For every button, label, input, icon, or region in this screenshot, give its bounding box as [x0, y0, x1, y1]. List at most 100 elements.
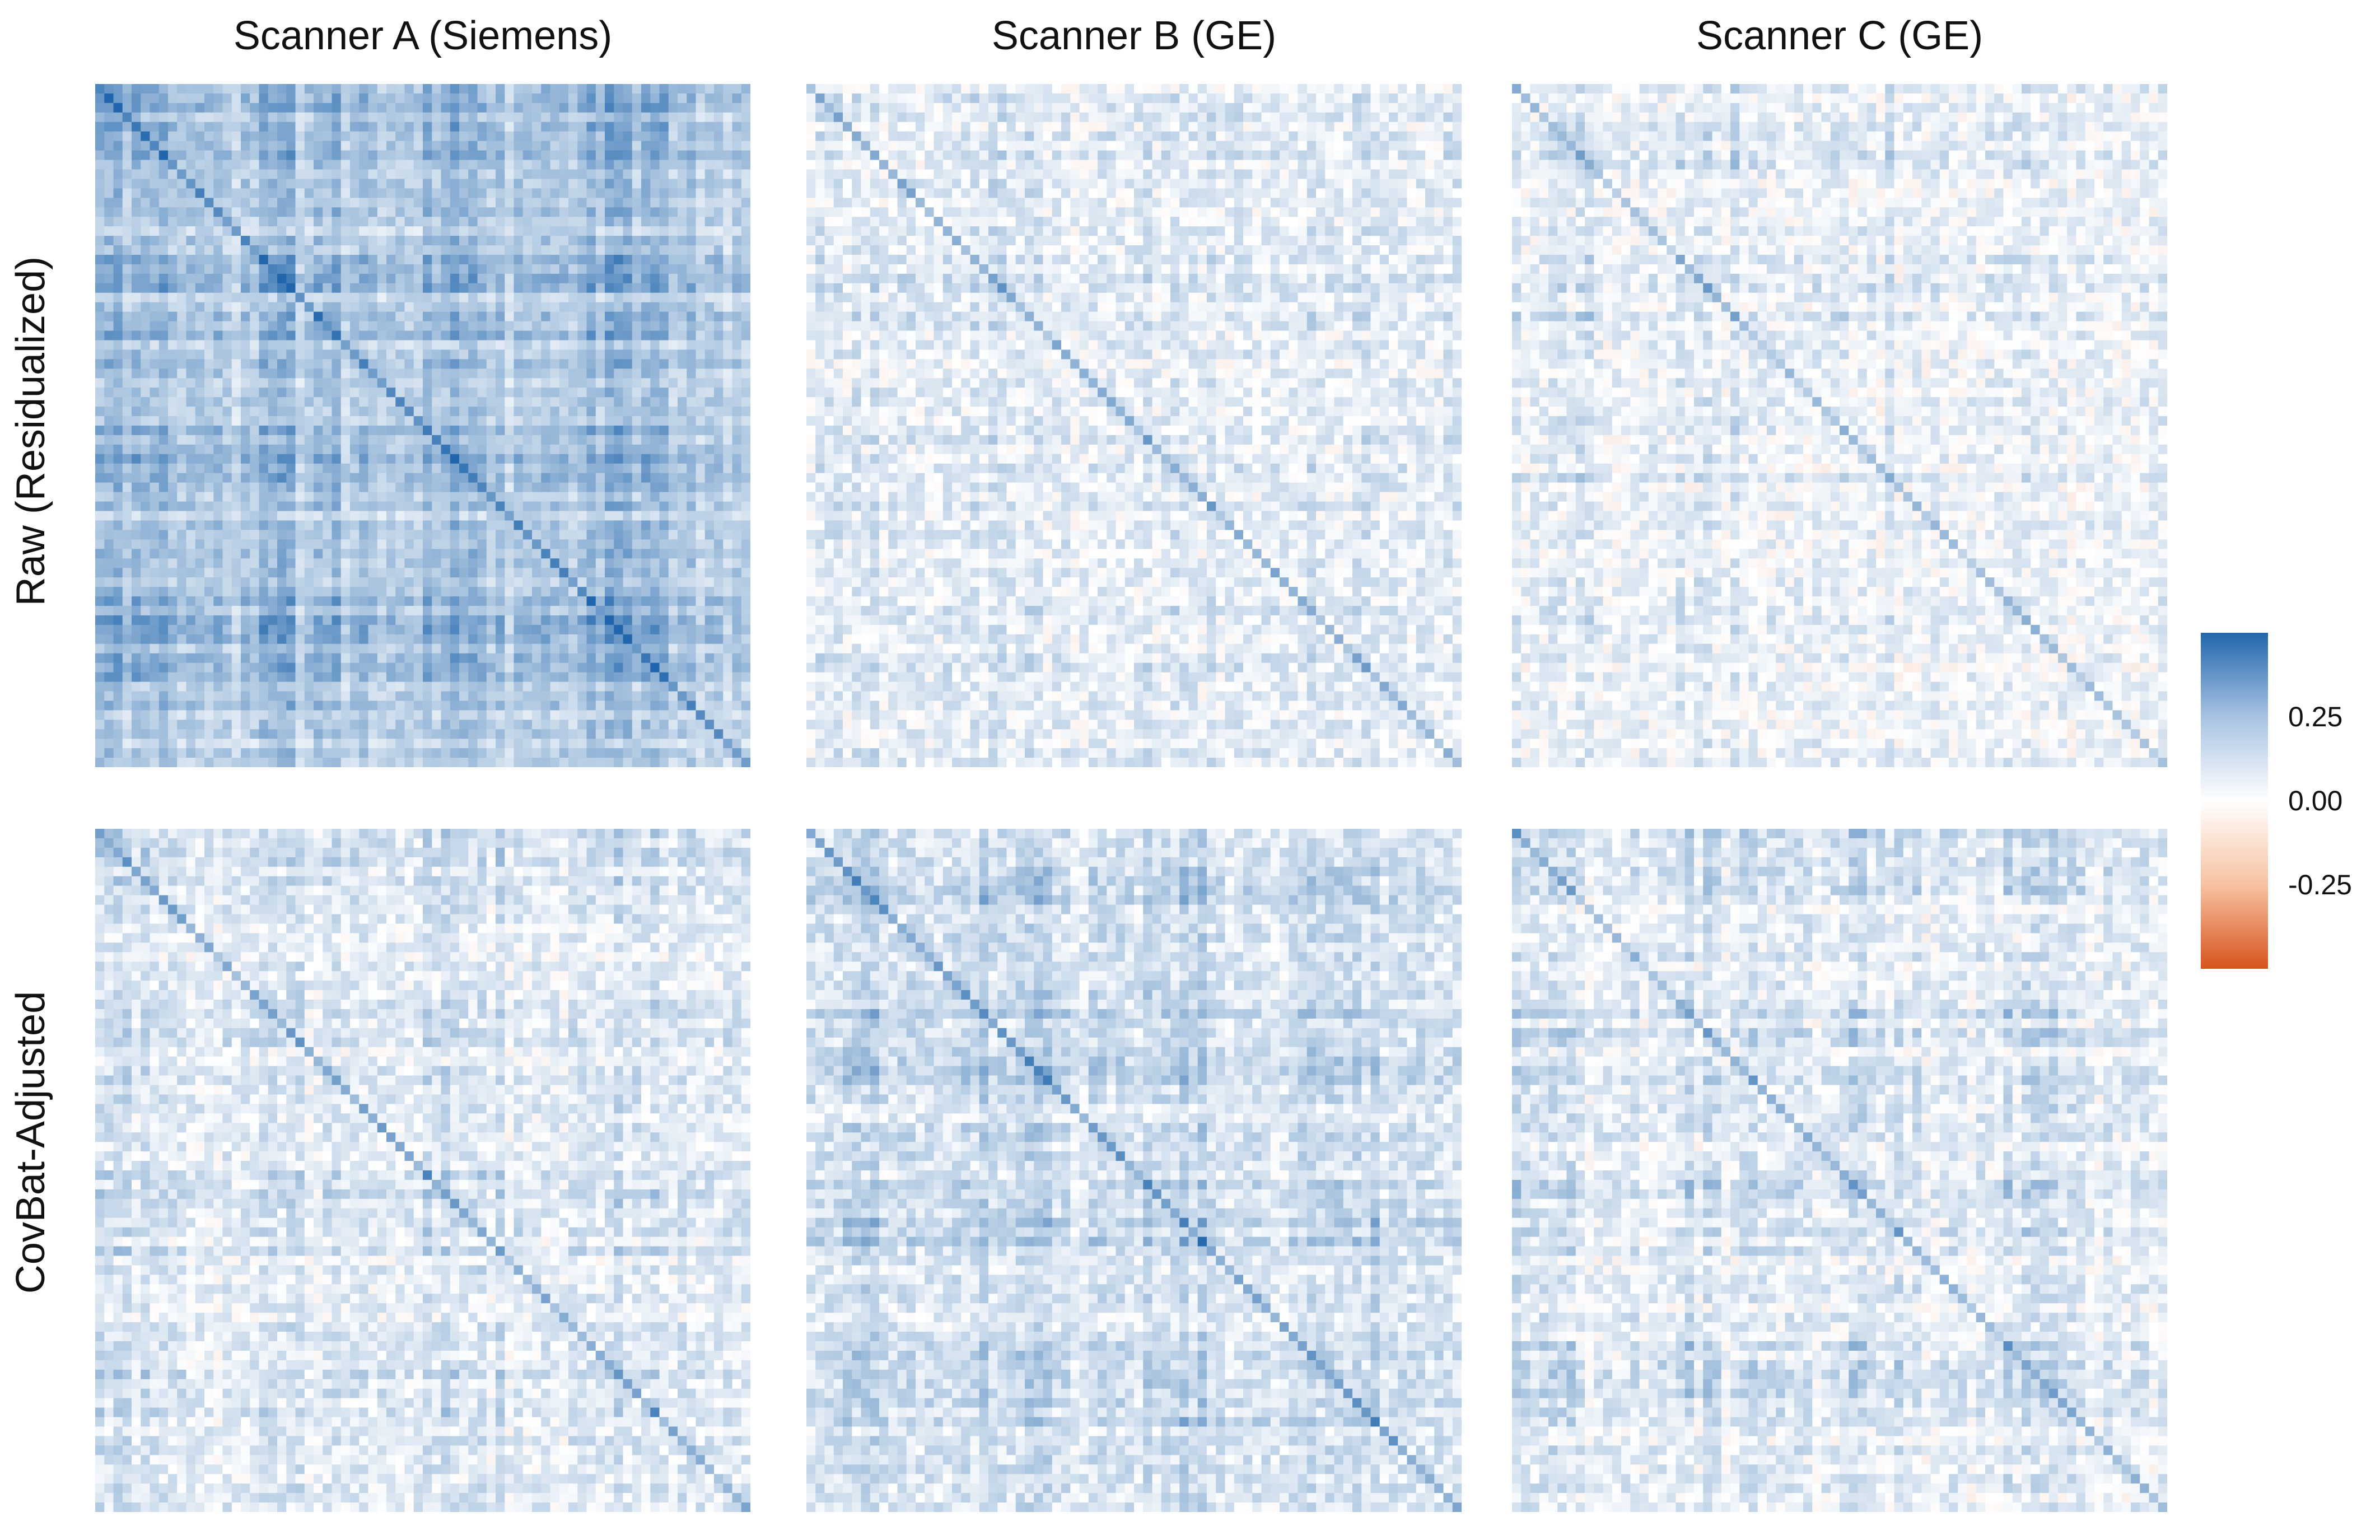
heatmap-cell: [213, 568, 223, 578]
heatmap-cell: [295, 520, 305, 530]
heatmap-cell: [231, 340, 241, 351]
heatmap-cell: [395, 501, 405, 512]
heatmap-cell: [104, 416, 114, 426]
heatmap-cell: [158, 568, 169, 578]
heatmap-cell: [314, 368, 323, 379]
heatmap-cell: [505, 160, 515, 170]
heatmap-cell: [104, 160, 114, 170]
heatmap-cell: [568, 454, 578, 464]
heatmap-cell: [204, 511, 214, 521]
heatmap-cell: [659, 217, 669, 227]
heatmap-cell: [177, 482, 187, 493]
heatmap-cell: [696, 435, 706, 445]
heatmap-cell: [550, 482, 560, 493]
heatmap-cell: [395, 701, 405, 711]
heatmap-cell: [241, 444, 250, 455]
heatmap-cell: [122, 407, 132, 417]
heatmap-cell: [704, 643, 715, 654]
heatmap-cell: [359, 634, 369, 645]
heatmap-cell: [359, 710, 369, 720]
heatmap-cell: [559, 102, 569, 113]
heatmap-cell: [177, 84, 187, 94]
heatmap-cell: [486, 577, 496, 587]
heatmap-cell: [668, 311, 678, 322]
heatmap-cell: [195, 653, 205, 664]
heatmap-cell: [259, 511, 269, 521]
heatmap-cell: [350, 473, 360, 483]
heatmap-cell: [459, 368, 469, 379]
heatmap-cell: [550, 672, 560, 683]
heatmap-cell: [141, 624, 151, 635]
heatmap-cell: [441, 179, 451, 189]
heatmap-cell: [113, 150, 123, 161]
heatmap-cell: [614, 710, 624, 720]
heatmap-cell: [213, 615, 223, 626]
heatmap-cell: [132, 217, 141, 227]
heatmap-cell: [459, 102, 469, 113]
heatmap-cell: [632, 359, 642, 369]
heatmap-cell: [413, 102, 423, 113]
heatmap-cell: [704, 236, 715, 246]
heatmap-cell: [222, 388, 232, 398]
heatmap-cell: [432, 188, 442, 198]
heatmap-cell: [250, 653, 260, 664]
heatmap-cell: [477, 662, 487, 673]
heatmap-cell: [295, 501, 305, 512]
heatmap-cell: [614, 435, 624, 445]
heatmap-cell: [141, 672, 151, 683]
heatmap-cell: [477, 549, 487, 559]
heatmap-cell: [496, 179, 505, 189]
heatmap-cell: [386, 577, 396, 587]
heatmap-cell: [714, 605, 724, 616]
heatmap-cell: [413, 122, 423, 132]
heatmap-cell: [241, 93, 250, 104]
heatmap-cell: [723, 112, 733, 123]
heatmap-cell: [423, 454, 432, 464]
heatmap-cell: [122, 454, 132, 464]
heatmap-cell: [514, 482, 524, 493]
heatmap-cell: [468, 321, 478, 332]
heatmap-cell: [231, 624, 241, 635]
heatmap-cell: [541, 388, 551, 398]
heatmap-cell: [132, 549, 141, 559]
heatmap-cell: [632, 520, 642, 530]
heatmap-cell: [586, 226, 596, 236]
heatmap-cell: [250, 549, 260, 559]
heatmap-cell: [741, 131, 750, 142]
heatmap-cell: [104, 302, 114, 312]
heatmap-cell: [723, 568, 733, 578]
heatmap-cell: [641, 615, 651, 626]
heatmap-cell: [641, 568, 651, 578]
heatmap-cell: [186, 188, 196, 198]
heatmap-cell: [104, 236, 114, 246]
heatmap-cell: [259, 558, 269, 568]
heatmap-cell: [250, 662, 260, 673]
heatmap-cell: [377, 311, 387, 322]
heatmap-cell: [186, 416, 196, 426]
heatmap-cell: [614, 558, 624, 568]
heatmap-cell: [259, 217, 269, 227]
heatmap-cell: [450, 587, 460, 597]
heatmap-cell: [741, 624, 750, 635]
heatmap-cell: [386, 226, 396, 236]
heatmap-cell: [259, 368, 269, 379]
heatmap-cell: [241, 416, 250, 426]
heatmap-cell: [541, 292, 551, 303]
heatmap-cell: [632, 587, 642, 597]
heatmap-cell: [222, 530, 232, 540]
heatmap-cell: [231, 729, 241, 739]
heatmap-cell: [168, 311, 178, 322]
heatmap-cell: [340, 131, 351, 142]
heatmap-cell: [250, 558, 260, 568]
heatmap-cell: [432, 511, 442, 521]
heatmap-cell: [177, 444, 187, 455]
heatmap-cell: [559, 426, 569, 436]
heatmap-cell: [623, 729, 633, 739]
heatmap-cell: [514, 283, 524, 293]
heatmap-cell: [359, 511, 369, 521]
heatmap-cell: [277, 169, 287, 180]
heatmap-cell: [714, 530, 724, 540]
heatmap-cell: [368, 131, 378, 142]
heatmap-cell: [195, 444, 205, 455]
heatmap-cell: [441, 273, 451, 284]
